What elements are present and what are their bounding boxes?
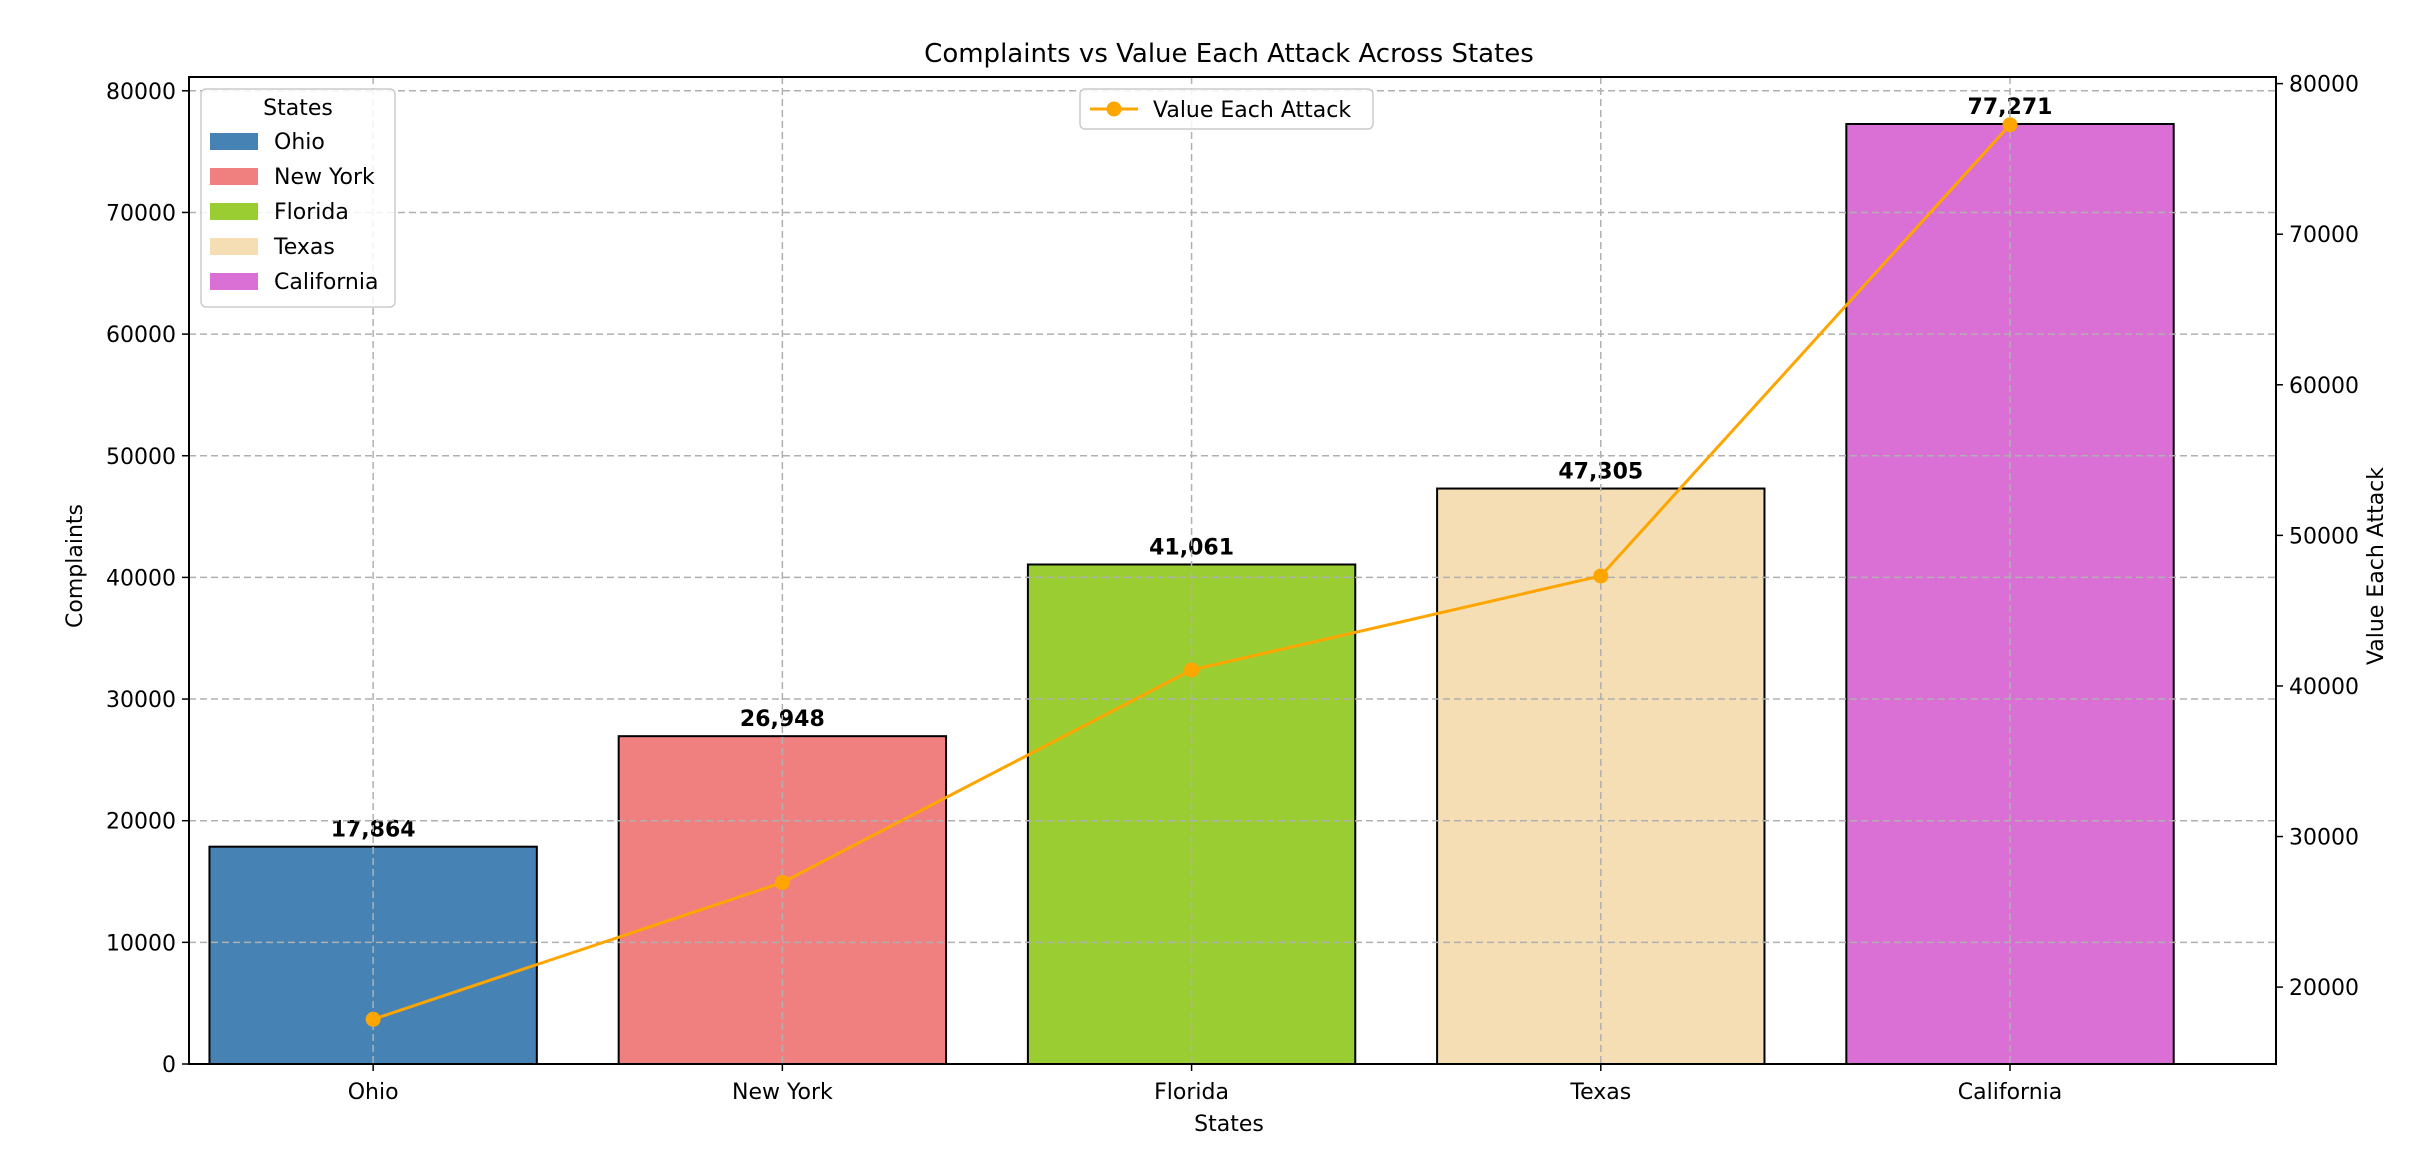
line-point: [774, 874, 790, 890]
legend-swatch: [210, 133, 258, 150]
y-tick-label: 50000: [106, 445, 176, 470]
plot-frame: [188, 76, 2277, 1065]
line-point: [1184, 662, 1200, 678]
states-legend: States Ohio New York Florida Texas California: [200, 88, 396, 308]
x-tick-label: Florida: [1154, 1080, 1229, 1105]
line-layer: [365, 117, 2018, 1027]
y-tick-label: 60000: [106, 323, 176, 348]
line-legend-box: [1079, 88, 1374, 130]
y-axis-title: Complaints: [63, 504, 88, 628]
chart-title: Complaints vs Value Each Attack Across S…: [924, 39, 1534, 69]
y-tick-label-right: 80000: [2289, 73, 2359, 98]
legend-entry: New York: [274, 165, 375, 190]
axis-layer: 0 10000 20000 30000 40000 50000 60000 70000 8000…: [106, 73, 2359, 1105]
y-tick-label: 10000: [106, 931, 176, 956]
y-tick-label-right: 70000: [2289, 223, 2359, 248]
y-tick-label: 80000: [106, 80, 176, 105]
legend-swatch: [210, 168, 258, 185]
legend-entry: Texas: [273, 235, 335, 260]
line-legend-entry: Value Each Attack: [1153, 98, 1351, 123]
y-tick-label: 20000: [106, 810, 176, 835]
legend-entry: California: [274, 270, 378, 295]
line-point: [1593, 568, 1609, 584]
bar: [208, 845, 538, 1065]
legend-entry: Florida: [274, 200, 349, 225]
y-tick-label-right: 50000: [2289, 524, 2359, 549]
legend-entry: Ohio: [274, 130, 325, 155]
legend-swatch: [210, 203, 258, 220]
legend-swatch: [210, 238, 258, 255]
line-legend-marker: [1106, 101, 1122, 117]
x-axis-title: States: [1194, 1112, 1264, 1137]
legend-swatch: [210, 273, 258, 290]
y-axis-title-right: Value Each Attack: [2364, 467, 2389, 665]
y-tick-label: 0: [162, 1053, 176, 1078]
line-point: [2002, 117, 2018, 133]
x-tick-label: New York: [732, 1080, 833, 1105]
y-tick-label-right: 20000: [2289, 976, 2359, 1001]
x-tick-label: Texas: [1569, 1080, 1631, 1105]
y-tick-label: 40000: [106, 566, 176, 591]
bar: [617, 735, 948, 1065]
line-legend: Value Each Attack: [1079, 88, 1374, 130]
x-tick-label: California: [1958, 1080, 2062, 1105]
line-point: [365, 1011, 381, 1027]
y-tick-label-right: 60000: [2289, 374, 2359, 399]
y-tick-label: 70000: [106, 201, 176, 226]
x-tick-label: Ohio: [348, 1080, 399, 1105]
y-tick-label-right: 40000: [2289, 675, 2359, 700]
legend-title: States: [263, 96, 333, 121]
y-tick-label-right: 30000: [2289, 826, 2359, 851]
y-tick-label: 30000: [106, 688, 176, 713]
